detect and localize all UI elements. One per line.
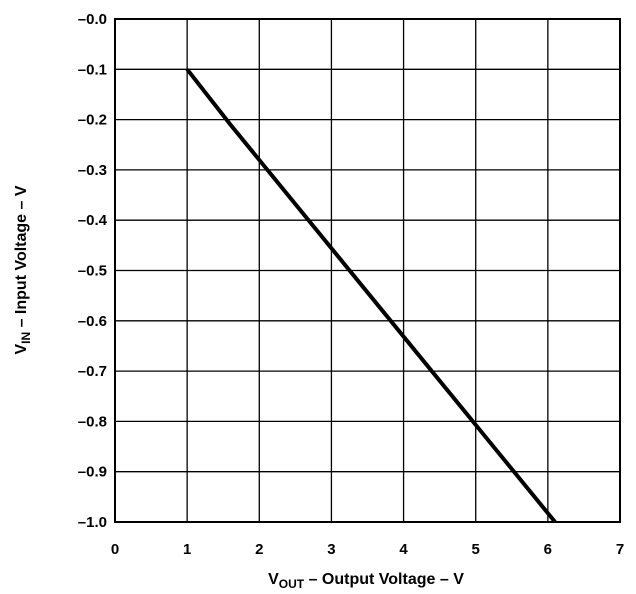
- x-tick-labels: 0 1 2 3 4 5 6 7: [111, 541, 624, 558]
- x-tick-label: 5: [472, 541, 480, 558]
- y-tick-label: –0.3: [78, 162, 107, 179]
- series-line: [185, 68, 557, 524]
- y-axis-label-main: V: [13, 344, 30, 355]
- x-axis-label-rest: – Output Voltage – V: [304, 571, 464, 588]
- y-tick-labels: –0.0 –0.1 –0.2 –0.3 –0.4 –0.5 –0.6 –0.7 –0.8 –0.9…: [78, 11, 108, 531]
- y-tick-label: –0.9: [78, 464, 107, 481]
- x-tick-label: 0: [111, 541, 119, 558]
- y-tick-label: –1.0: [78, 514, 107, 531]
- x-axis-label: VOUT – Output Voltage – V: [268, 571, 464, 591]
- plot-frame: [114, 18, 621, 523]
- y-tick-label: –0.0: [78, 11, 107, 28]
- y-axis-label: VIN – Input Voltage – V: [13, 185, 33, 354]
- x-tick-label: 6: [544, 541, 552, 558]
- x-tick-label: 2: [255, 541, 263, 558]
- x-tick-label: 1: [183, 541, 191, 558]
- x-tick-label: 7: [616, 541, 624, 558]
- x-axis-label-main: V: [268, 571, 279, 588]
- y-tick-label: –0.5: [78, 263, 107, 280]
- y-axis-label-sub: IN: [19, 332, 33, 344]
- y-tick-label: –0.7: [78, 363, 107, 380]
- y-axis-label-rest: – Input Voltage – V: [13, 185, 30, 332]
- y-tick-label: –0.1: [78, 61, 107, 78]
- grid-lines: [114, 18, 621, 523]
- y-tick-label: –0.8: [78, 413, 107, 430]
- x-axis-label-sub: OUT: [279, 577, 305, 591]
- y-tick-label: –0.6: [78, 313, 107, 330]
- y-tick-label: –0.2: [78, 112, 107, 129]
- y-tick-label: –0.4: [78, 212, 108, 229]
- x-tick-label: 3: [327, 541, 335, 558]
- x-tick-label: 4: [399, 541, 408, 558]
